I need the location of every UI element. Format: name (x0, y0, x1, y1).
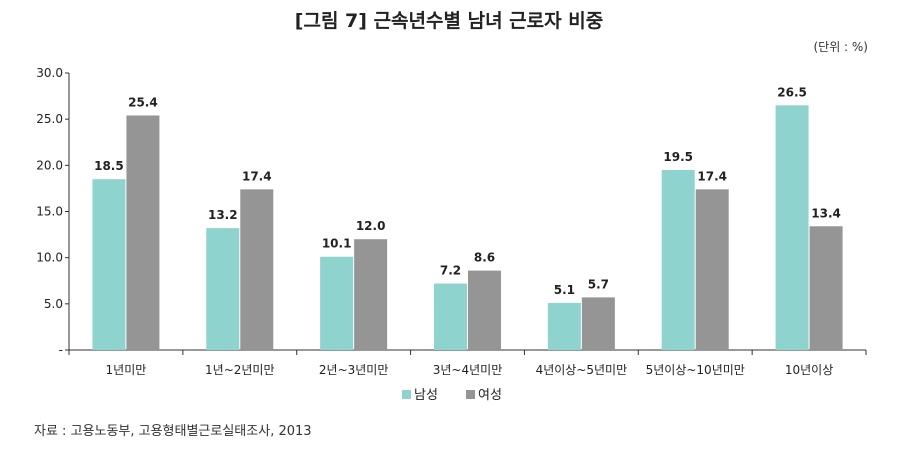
source-note: 자료 : 고용노동부, 고용형태별근로실태조사, 2013 (34, 424, 312, 439)
bar-female (240, 189, 274, 350)
y-tick-label: 30.0 (36, 66, 63, 80)
bar-male (775, 105, 809, 350)
legend-swatch-male (402, 390, 411, 399)
bar-male (320, 256, 354, 350)
x-tick-label: 1년미만 (106, 363, 147, 377)
data-label: 7.2 (440, 264, 461, 278)
data-label: 26.5 (777, 85, 807, 99)
data-label: 18.5 (94, 159, 124, 173)
bar-male (206, 228, 240, 350)
data-label: 13.4 (811, 206, 841, 220)
bar-male (92, 179, 126, 350)
bar-female (809, 226, 843, 350)
data-label: 5.7 (588, 277, 609, 291)
legend-swatch-female (466, 390, 475, 399)
legend-label: 남성 (414, 388, 438, 403)
bar-female (354, 239, 388, 350)
y-tick-label: 20.0 (36, 158, 63, 172)
bar-male (434, 283, 467, 350)
bar-female (468, 270, 501, 350)
bar-female (695, 189, 729, 350)
y-tick-label: 10.0 (36, 251, 63, 265)
data-label: 19.5 (663, 150, 693, 164)
data-label: 13.2 (208, 208, 238, 222)
x-tick-label: 10년이상 (785, 363, 833, 377)
y-tick-label: 15.0 (36, 205, 63, 219)
data-label: 12.0 (356, 219, 386, 233)
x-tick-label: 4년이상~5년미만 (536, 363, 628, 377)
x-tick-label: 1년~2년미만 (205, 363, 275, 377)
unit-label: (단위 : %) (813, 40, 868, 54)
bar-male (547, 302, 581, 350)
data-label: 17.4 (242, 169, 272, 183)
data-label: 5.1 (554, 283, 575, 297)
x-tick-label: 2년~3년미만 (319, 363, 389, 377)
legend-label: 여성 (478, 388, 502, 403)
x-tick-label: 5년이상~10년미만 (646, 363, 745, 377)
x-tick-label: 3년~4년미만 (433, 363, 503, 377)
bar-male (661, 169, 695, 350)
chart-title: [그림 7] 근속년수별 남녀 근로자 비중 (294, 10, 604, 32)
bar-female (581, 297, 615, 350)
bar-female (126, 115, 160, 351)
data-label: 8.6 (474, 251, 495, 265)
y-tick-label: 5.0 (44, 297, 63, 311)
y-tick-label: 25.0 (36, 112, 63, 126)
data-label: 17.4 (697, 169, 727, 183)
data-label: 10.1 (322, 237, 352, 251)
data-label: 25.4 (128, 95, 158, 109)
y-tick-label: - (59, 343, 63, 357)
